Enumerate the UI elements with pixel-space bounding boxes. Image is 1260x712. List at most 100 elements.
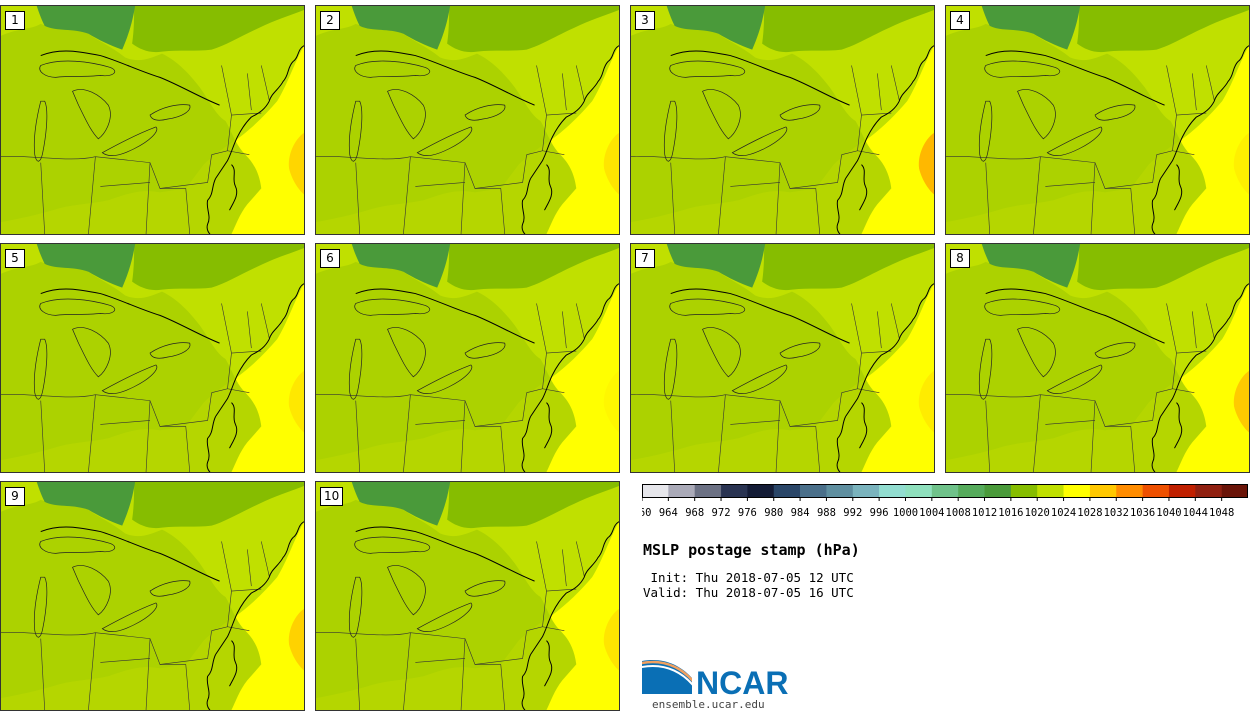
- lake-outline: [149, 580, 191, 597]
- state-border: [159, 154, 212, 189]
- state-border: [474, 630, 527, 665]
- colorbar-swatch: [1089, 484, 1117, 498]
- lake-outline: [101, 126, 158, 156]
- state-border: [316, 156, 466, 163]
- colorbar-swatch: [1010, 484, 1038, 498]
- state-border: [260, 65, 270, 101]
- lake-outline: [1017, 327, 1056, 378]
- coastline: [206, 178, 217, 234]
- coastline: [355, 50, 535, 106]
- coastline: [985, 288, 1165, 344]
- state-border: [464, 162, 501, 189]
- coastline: [836, 416, 847, 472]
- lake-outline: [702, 327, 741, 378]
- colorbar-tick-label: 1016: [998, 507, 1023, 518]
- state-border: [464, 638, 501, 665]
- state-border: [851, 303, 862, 354]
- pressure-1012-fill: [351, 6, 451, 50]
- coastline: [40, 50, 220, 106]
- lake-outline: [149, 104, 191, 121]
- state-border: [718, 156, 726, 234]
- colorbar-swatch: [1037, 484, 1064, 498]
- coastline: [544, 402, 553, 449]
- state-border: [145, 638, 151, 710]
- state-border: [1130, 188, 1136, 234]
- state-border: [1033, 156, 1041, 234]
- figure-title: MSLP postage stamp (hPa): [643, 541, 860, 559]
- coastline: [1174, 164, 1183, 211]
- colorbar-swatch: [984, 484, 1012, 498]
- high-pressure-offshore-fill: [603, 132, 619, 195]
- high-pressure-offshore-fill: [1233, 132, 1249, 195]
- state-border: [185, 426, 191, 472]
- pressure-1016-northeast-fill: [132, 482, 304, 529]
- state-border: [464, 400, 501, 427]
- colorbar-tick-label: 1028: [1077, 507, 1102, 518]
- state-border: [985, 400, 991, 472]
- state-border: [355, 162, 361, 234]
- mslp-map: [631, 6, 934, 234]
- mslp-map: [1, 244, 304, 472]
- pressure-1016-northeast-fill: [762, 244, 934, 291]
- lake-outline: [387, 327, 426, 378]
- state-border: [247, 549, 252, 587]
- lake-outline: [779, 104, 821, 121]
- colorbar-tick-label: 1044: [1183, 507, 1208, 518]
- state-border: [861, 350, 892, 354]
- state-border: [985, 162, 991, 234]
- lake-outline: [72, 327, 111, 378]
- lake-outline: [354, 298, 430, 316]
- coastline: [530, 283, 619, 417]
- state-border: [88, 632, 96, 710]
- state-border: [415, 658, 466, 663]
- state-border: [316, 394, 466, 401]
- high-pressure-offshore-fill: [603, 608, 619, 671]
- member-number-label: 7: [635, 249, 655, 268]
- mslp-map: [316, 482, 619, 710]
- pressure-1012-fill: [351, 482, 451, 526]
- colorbar-tick-label: 976: [738, 507, 757, 518]
- high-pressure-offshore-fill: [1233, 370, 1249, 433]
- valid-time: Valid: Thu 2018-07-05 16 UTC: [643, 585, 854, 600]
- colorbar-tick-label: 1004: [919, 507, 944, 518]
- stamp-panel-4: 4: [945, 5, 1250, 235]
- state-border: [779, 162, 816, 189]
- state-border: [946, 394, 1096, 401]
- lake-outline: [387, 565, 426, 616]
- state-border: [575, 541, 585, 577]
- state-border: [159, 630, 212, 665]
- state-border: [40, 162, 46, 234]
- coastline: [544, 164, 553, 211]
- colorbar-swatch: [958, 484, 985, 498]
- state-border: [1192, 73, 1197, 111]
- state-border: [1176, 112, 1207, 116]
- coastline: [845, 283, 934, 417]
- lake-outline: [354, 60, 430, 78]
- colorbar-swatch: [642, 484, 669, 498]
- state-border: [851, 65, 862, 116]
- colorbar-tick-label: 972: [712, 507, 731, 518]
- lake-outline: [1046, 364, 1103, 394]
- state-border: [562, 549, 567, 587]
- lake-outline: [984, 60, 1060, 78]
- coastline: [229, 402, 238, 449]
- coastline: [215, 521, 304, 655]
- lake-outline: [464, 342, 506, 359]
- colorbar-swatch: [747, 484, 775, 498]
- pressure-1016-northeast-fill: [132, 6, 304, 53]
- colorbar-swatch: [668, 484, 695, 498]
- colorbar-tick-label: 968: [685, 507, 704, 518]
- lake-outline: [39, 536, 115, 554]
- stamp-panel-2: 2: [315, 5, 620, 235]
- state-border: [500, 664, 506, 710]
- coastline: [985, 50, 1165, 106]
- high-pressure-offshore-fill: [918, 132, 934, 195]
- pressure-1016-northeast-fill: [1077, 244, 1249, 291]
- state-border: [500, 188, 506, 234]
- state-border: [221, 303, 232, 354]
- init-time: Init: Thu 2018-07-05 12 UTC: [643, 570, 854, 585]
- lake-outline: [33, 576, 48, 638]
- state-border: [775, 400, 781, 472]
- state-border: [231, 112, 262, 116]
- lake-outline: [731, 126, 788, 156]
